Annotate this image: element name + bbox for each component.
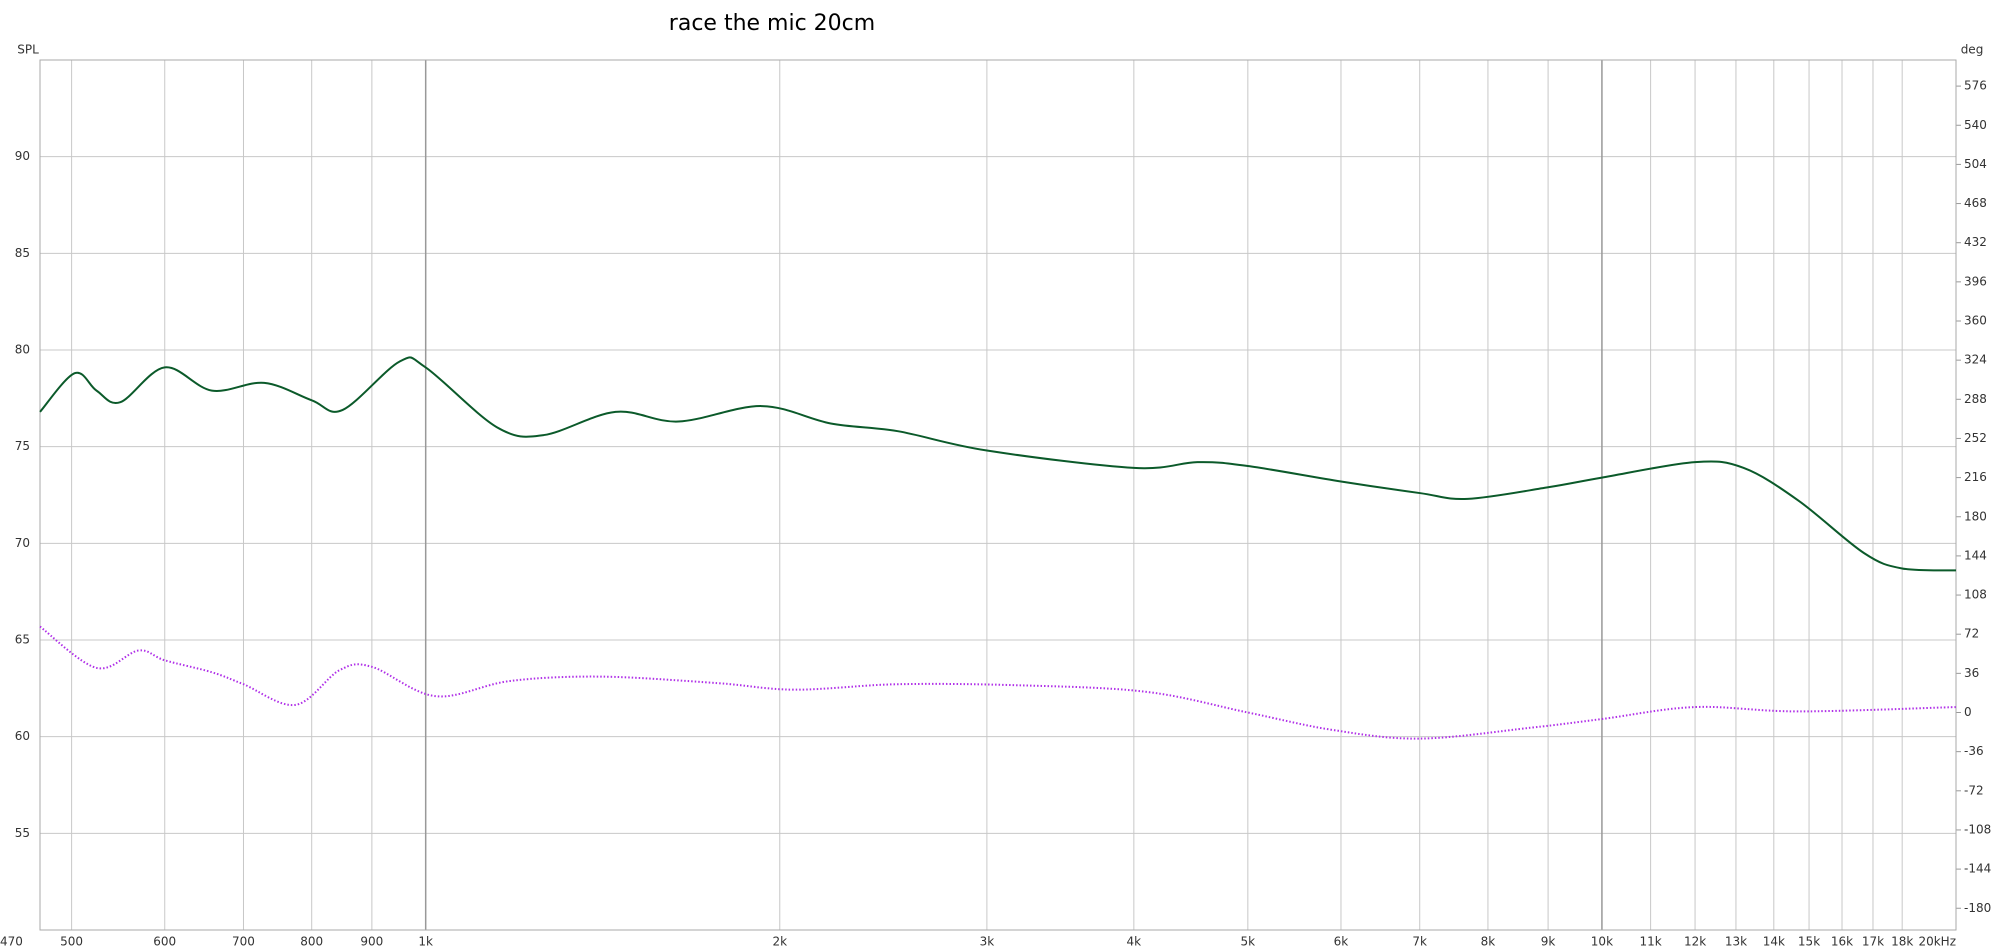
y2-tick-label: 36 [1964,666,1979,680]
y2-axis-label: deg [1961,43,1984,57]
y2-tick-label: -72 [1964,783,1984,797]
x-tick-label: 6k [1334,935,1349,949]
x-tick-label: 18k [1891,935,1913,949]
x-tick-label: 10k [1591,935,1613,949]
x-tick-label: 3k [980,935,995,949]
y-tick-label: 80 [15,343,30,357]
y2-tick-label: -180 [1964,901,1991,915]
x-tick-label: 600 [153,935,176,949]
y2-tick-label: -36 [1964,744,1984,758]
x-tick-label: 13k [1725,935,1747,949]
y-tick-label: 55 [15,826,30,840]
x-tick-label: 9k [1541,935,1556,949]
x-tick-label: 7k [1412,935,1427,949]
y2-tick-label: 576 [1964,79,1987,93]
y2-tick-label: 360 [1964,314,1987,328]
y2-tick-label: 288 [1964,392,1987,406]
series-line [39,625,1957,740]
y-tick-label: 70 [15,536,30,550]
x-tick-label: 14k [1763,935,1785,949]
y2-tick-label: 540 [1964,118,1987,132]
y-tick-label: 90 [15,149,30,163]
plot-frame [39,59,1957,931]
y2-tick-label: 504 [1964,157,1987,171]
x-tick-label: 1k [418,935,433,949]
y2-tick-label: 396 [1964,274,1987,288]
x-tick-label: 11k [1639,935,1661,949]
y-axis-label: SPL [17,43,39,57]
series-line [39,356,1957,572]
x-tick-label: 800 [300,935,323,949]
x-tick-label: 12k [1684,935,1706,949]
y2-tick-label: -144 [1964,862,1991,876]
x-tick-label: 5k [1241,935,1256,949]
x-tick-label: 470 [0,935,23,949]
y2-tick-label: 0 [1964,705,1972,719]
y-tick-label: 65 [15,633,30,647]
x-tick-label: 900 [360,935,383,949]
y-tick-label: 85 [15,246,30,260]
y2-tick-label: 180 [1964,509,1987,523]
x-tick-label: 15k [1798,935,1820,949]
x-tick-label: 16k [1831,935,1853,949]
y2-tick-label: -108 [1964,822,1991,836]
y2-tick-label: 216 [1964,470,1987,484]
x-tick-label: 700 [232,935,255,949]
y-tick-label: 60 [15,729,30,743]
y2-tick-label: 324 [1964,353,1987,367]
y2-tick-label: 144 [1964,548,1987,562]
x-tick-label: 4k [1127,935,1142,949]
y-tick-label: 75 [15,439,30,453]
x-tick-label: 17k [1862,935,1884,949]
y2-tick-label: 468 [1964,196,1987,210]
x-tick-label: 20kHz [1918,935,1956,949]
y2-tick-label: 72 [1964,627,1979,641]
y2-tick-label: 108 [1964,588,1987,602]
chart-title: race the mic 20cm [669,11,875,36]
y2-tick-label: 432 [1964,235,1987,249]
x-tick-label: 2k [772,935,787,949]
x-tick-label: 500 [60,935,83,949]
y2-tick-label: 252 [1964,431,1987,445]
x-tick-label: 8k [1481,935,1496,949]
